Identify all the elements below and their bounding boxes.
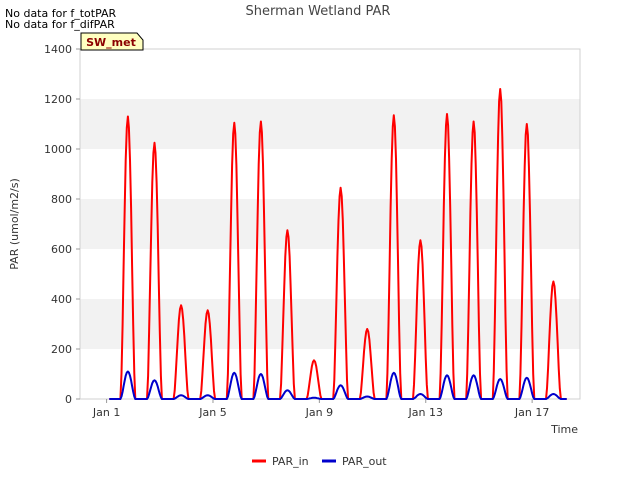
- legend-label-par-out: PAR_out: [342, 455, 387, 468]
- x-axis-label: Time: [550, 423, 578, 436]
- y-tick-label: 400: [51, 293, 72, 306]
- series-line-par-out: [109, 370, 567, 400]
- grid-band: [80, 49, 580, 99]
- grid-bands: [80, 49, 580, 399]
- sw-met-badge: SW_met: [80, 32, 144, 51]
- no-data-note-difpar: No data for f_difPAR: [5, 18, 115, 31]
- grid-band: [80, 299, 580, 349]
- y-tick-label: 600: [51, 243, 72, 256]
- x-tick-label: Jan 13: [408, 406, 443, 419]
- x-axis-ticks: Jan 1 Jan 5 Jan 9 Jan 13 Jan 17: [92, 399, 549, 419]
- badge-label: SW_met: [86, 36, 136, 49]
- y-axis-label: PAR (umol/m2/s): [8, 178, 21, 270]
- y-tick-label: 1000: [44, 143, 72, 156]
- x-tick-label: Jan 5: [198, 406, 226, 419]
- legend: PAR_in PAR_out: [252, 455, 387, 468]
- y-tick-label: 200: [51, 343, 72, 356]
- x-tick-label: Jan 17: [514, 406, 549, 419]
- y-tick-label: 1200: [44, 93, 72, 106]
- y-axis-ticks: 0 200 400 600 800 1000 1200 1400: [44, 43, 80, 406]
- series-layer: [109, 88, 567, 400]
- x-tick-label: Jan 9: [305, 406, 333, 419]
- x-tick-label: Jan 1: [92, 406, 120, 419]
- no-data-note-totpar: No data for f_totPAR: [5, 7, 117, 20]
- legend-label-par-in: PAR_in: [272, 455, 309, 468]
- y-tick-label: 1400: [44, 43, 72, 56]
- series-line-par-in: [109, 88, 567, 400]
- y-tick-label: 0: [65, 393, 72, 406]
- grid-band: [80, 99, 580, 149]
- chart-title: Sherman Wetland PAR: [246, 4, 391, 19]
- y-tick-label: 800: [51, 193, 72, 206]
